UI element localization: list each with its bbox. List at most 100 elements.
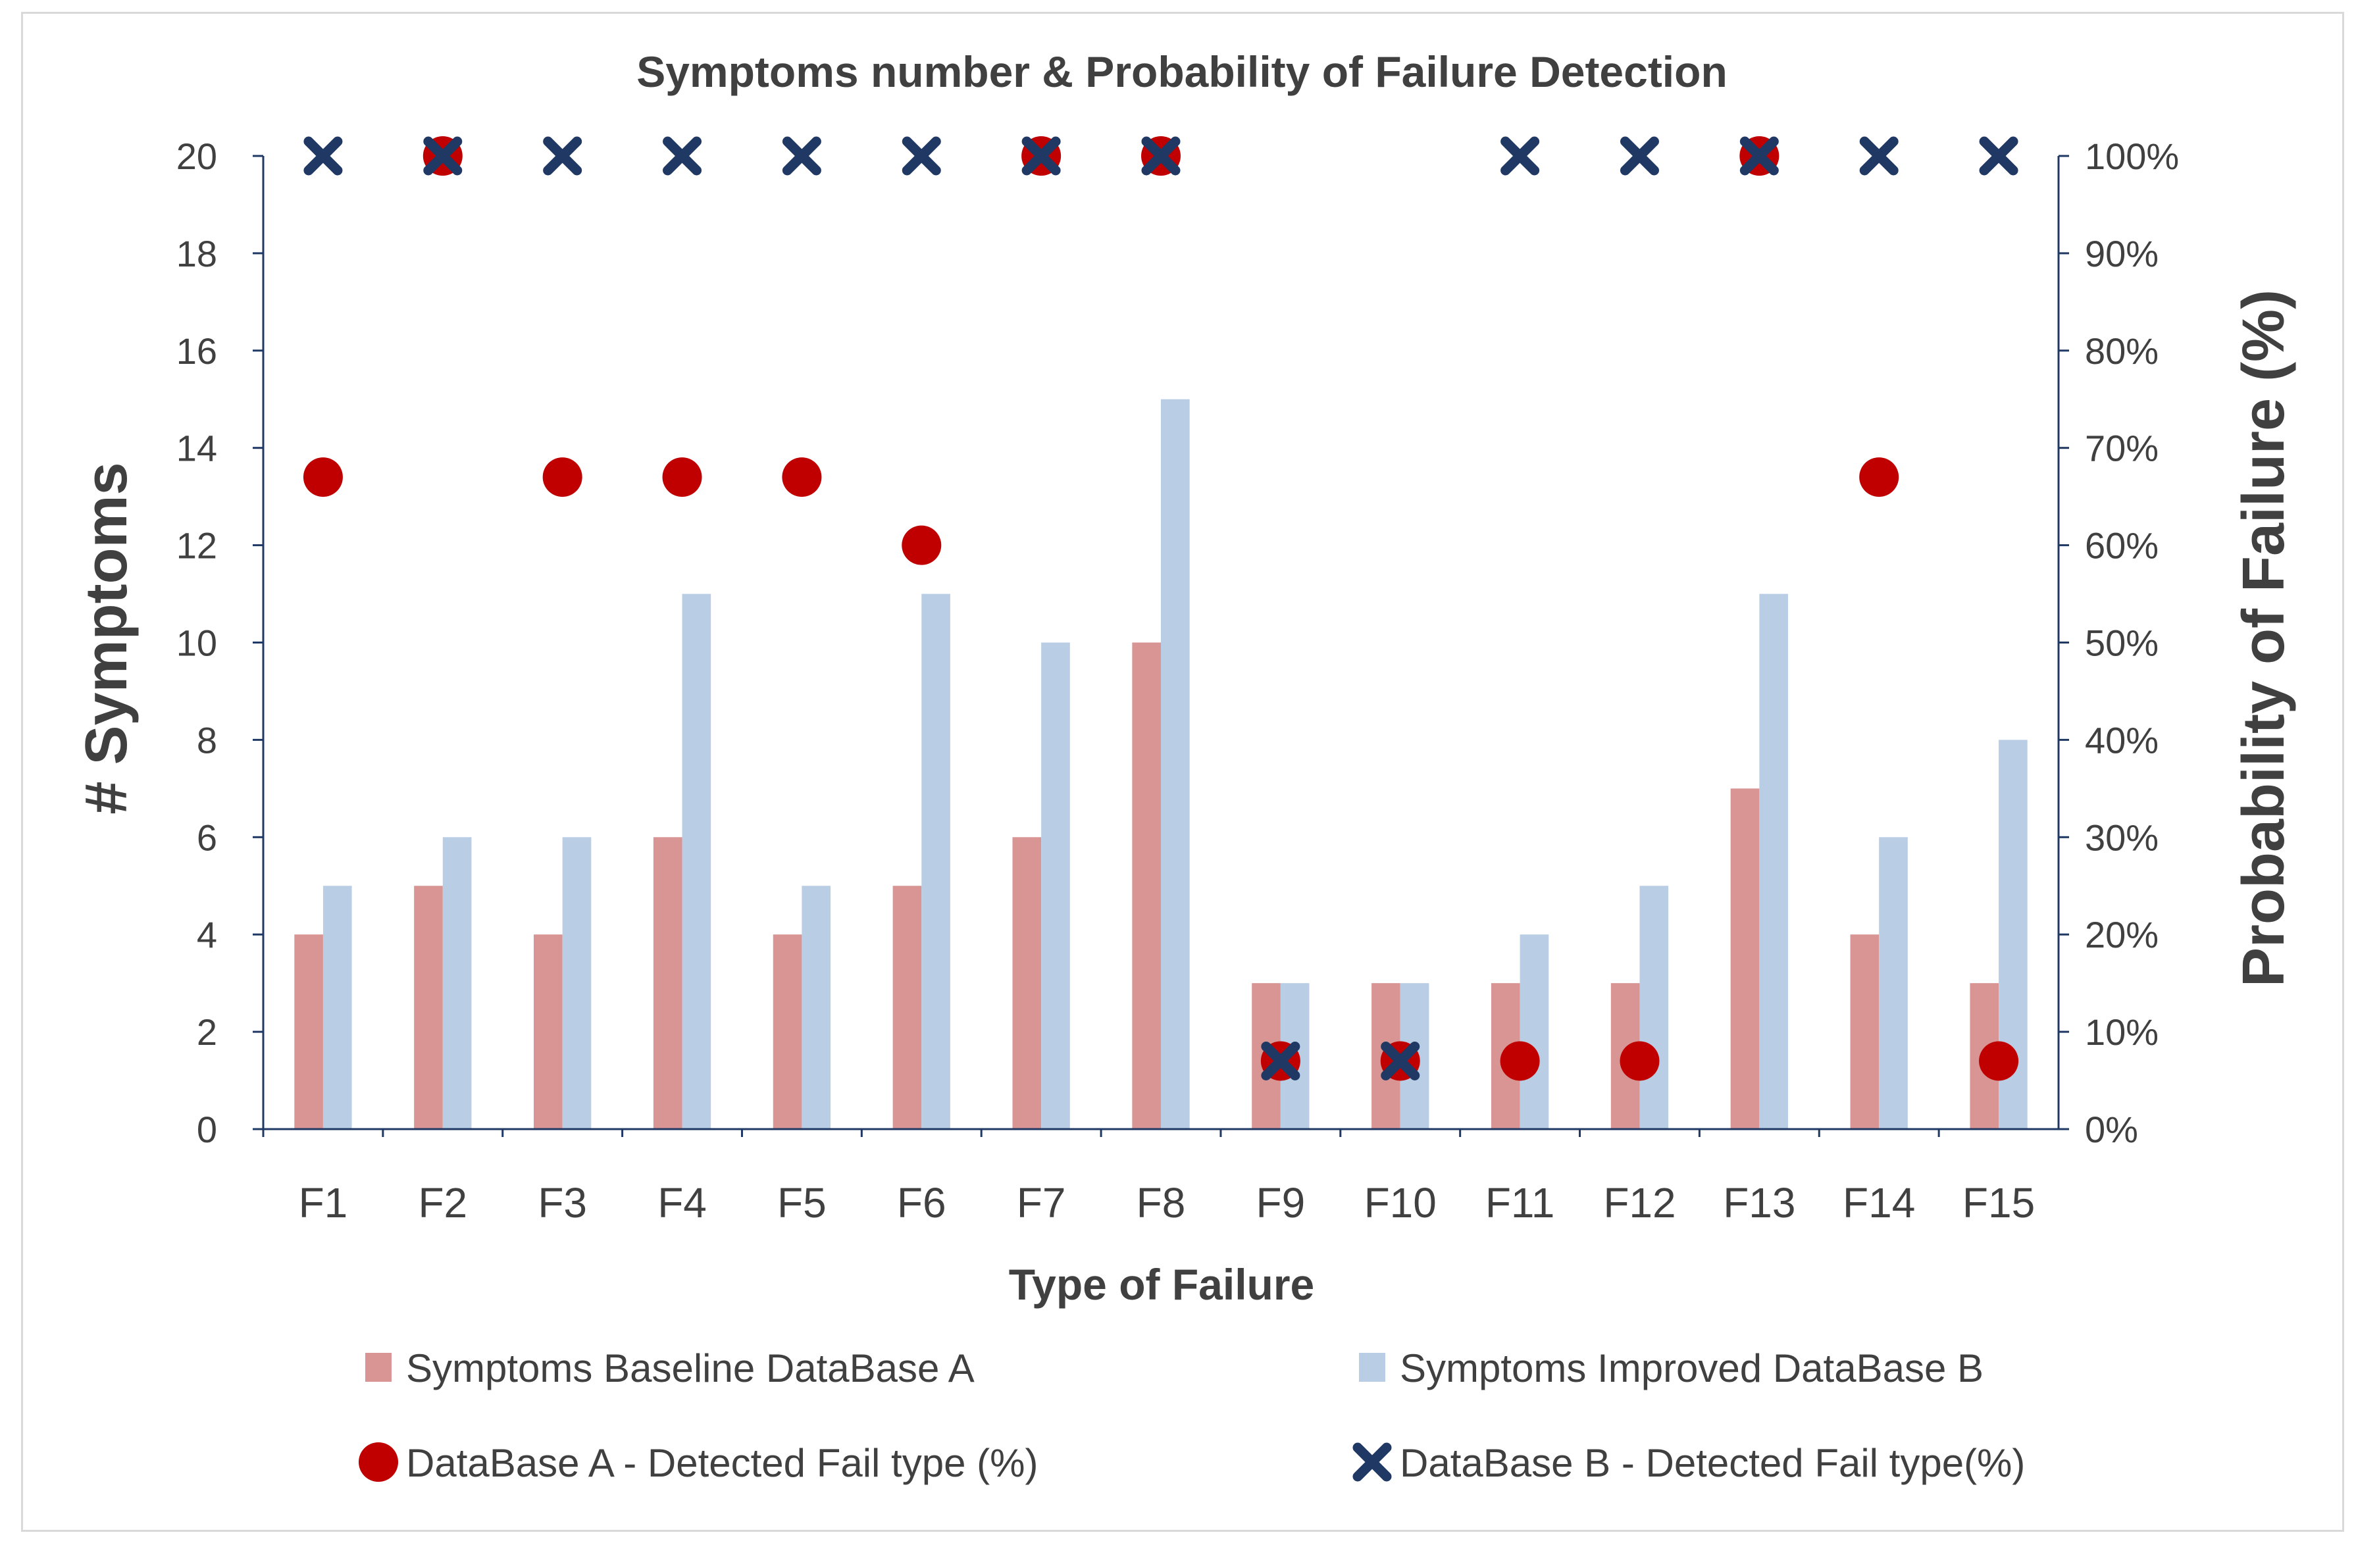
- chart-title: Symptoms number & Probability of Failure…: [636, 47, 1728, 96]
- bar-improved-b: [442, 837, 472, 1129]
- bar-improved-b: [802, 886, 831, 1129]
- y-axis-label: # Symptoms: [74, 462, 140, 814]
- legend-label: DataBase B - Detected Fail type(%): [1400, 1441, 2025, 1485]
- x-tick-label: F7: [1017, 1179, 1066, 1227]
- y-tick-label: 8: [197, 719, 217, 761]
- y-tick-label: 16: [176, 330, 217, 372]
- y2-tick-label: 50%: [2085, 622, 2159, 664]
- bar-baseline-a: [1012, 837, 1042, 1129]
- x-tick-label: F6: [897, 1179, 946, 1227]
- marker-database-a: [1500, 1041, 1540, 1081]
- y-tick-label: 12: [176, 525, 217, 567]
- y2-tick-label: 20%: [2085, 914, 2159, 955]
- bar-improved-b: [1161, 399, 1190, 1129]
- marker-database-b: [1261, 1041, 1300, 1080]
- bar-baseline-a: [414, 886, 443, 1129]
- x-tick-label: F2: [418, 1179, 467, 1227]
- legend-item: DataBase A - Detected Fail type (%): [359, 1441, 1038, 1485]
- y2-tick-label: 90%: [2085, 233, 2159, 274]
- tick-labels: 0 2 4 6 8 10 12 14 16 18 20 0% 10% 20% 30% 40% 50% 60% 70%…: [176, 136, 2180, 1227]
- bar-baseline-a: [773, 934, 802, 1129]
- marker-database-a: [662, 457, 702, 497]
- y-tick-label: 10: [176, 622, 217, 664]
- y-tick-label: 6: [197, 817, 217, 858]
- marker-database-a: [303, 457, 343, 497]
- x-tick-label: F13: [1723, 1179, 1795, 1227]
- y2-tick-label: 70%: [2085, 428, 2159, 469]
- bar-baseline-a: [294, 934, 323, 1129]
- bar-baseline-a: [892, 886, 922, 1129]
- bar-baseline-a: [1730, 788, 1760, 1129]
- bar-baseline-a: [534, 934, 563, 1129]
- marker-database-b: [902, 136, 941, 176]
- marker-database-b: [782, 136, 821, 176]
- marker-database-b: [1381, 1041, 1420, 1080]
- bar-improved-b: [921, 594, 950, 1129]
- bar-improved-b: [322, 886, 352, 1129]
- marker-database-a: [1859, 457, 1899, 497]
- marker-database-b: [543, 136, 582, 176]
- bar-improved-b: [1041, 642, 1070, 1129]
- bar-baseline-a: [1132, 642, 1161, 1129]
- y-tick-label: 18: [176, 233, 217, 274]
- marker-database-b: [1620, 136, 1659, 176]
- bar-improved-b: [562, 837, 592, 1129]
- x-tick-label: F1: [299, 1179, 348, 1227]
- marker-database-b: [1859, 136, 1899, 176]
- markers: [303, 136, 2019, 1081]
- bar-improved-b: [1639, 886, 1669, 1129]
- x-tick-label: F4: [657, 1179, 707, 1227]
- x-tick-label: F14: [1843, 1179, 1915, 1227]
- marker-database-a: [1620, 1041, 1660, 1081]
- marker-database-b: [1141, 136, 1181, 176]
- x-tick-label: F9: [1256, 1179, 1306, 1227]
- bar-improved-b: [1759, 594, 1788, 1129]
- x-tick-label: F12: [1603, 1179, 1676, 1227]
- y-tick-label: 14: [176, 428, 217, 469]
- legend-label: Symptoms Baseline DataBase A: [406, 1346, 975, 1390]
- x-tick-label: F10: [1364, 1179, 1437, 1227]
- x-tick-label: F11: [1485, 1179, 1555, 1227]
- bar-baseline-a: [653, 837, 682, 1129]
- y2-tick-label: 100%: [2085, 136, 2179, 177]
- bar-baseline-a: [1850, 934, 1880, 1129]
- y-tick-label: 20: [176, 136, 217, 177]
- x-tick-label: F3: [538, 1179, 587, 1227]
- legend-swatch-x: [1352, 1442, 1392, 1482]
- y2-tick-label: 0%: [2085, 1109, 2138, 1150]
- y-tick-label: 4: [197, 914, 217, 955]
- y2-tick-label: 40%: [2085, 719, 2159, 761]
- y2-tick-label: 60%: [2085, 525, 2159, 567]
- axes: [253, 155, 2069, 1137]
- y2-tick-label: 30%: [2085, 817, 2159, 858]
- x-tick-label: F5: [777, 1179, 827, 1227]
- bar-improved-b: [1520, 934, 1549, 1129]
- y2-tick-label: 80%: [2085, 330, 2159, 372]
- marker-database-b: [1979, 136, 2018, 176]
- legend-label: Symptoms Improved DataBase B: [1400, 1346, 1984, 1390]
- bar-improved-b: [682, 594, 711, 1129]
- legend-swatch: [1359, 1353, 1385, 1382]
- marker-database-a: [902, 525, 942, 565]
- y-tick-label: 2: [197, 1011, 217, 1053]
- marker-database-a: [542, 457, 582, 497]
- y2-tick-label: 10%: [2085, 1011, 2159, 1053]
- legend-swatch-circle: [359, 1442, 398, 1482]
- x-tick-label: F15: [1962, 1179, 2035, 1227]
- marker-database-b: [303, 136, 343, 176]
- y2-axis-label: Probability of Failure (%): [2231, 290, 2297, 987]
- marker-database-b: [423, 136, 463, 176]
- bar-improved-b: [1879, 837, 1908, 1129]
- x-tick-label: F8: [1137, 1179, 1186, 1227]
- legend-item: Symptoms Improved DataBase B: [1359, 1346, 1984, 1390]
- legend-label: DataBase A - Detected Fail type (%): [406, 1441, 1038, 1485]
- legend-swatch: [365, 1353, 392, 1382]
- marker-database-b: [663, 136, 702, 176]
- legend: Symptoms Baseline DataBase A Symptoms Imp…: [359, 1346, 2025, 1485]
- bars: [294, 399, 2028, 1129]
- marker-database-b: [1739, 136, 1779, 176]
- marker-database-b: [1021, 136, 1061, 176]
- legend-item: Symptoms Baseline DataBase A: [365, 1346, 975, 1390]
- marker-database-a: [1979, 1041, 2019, 1081]
